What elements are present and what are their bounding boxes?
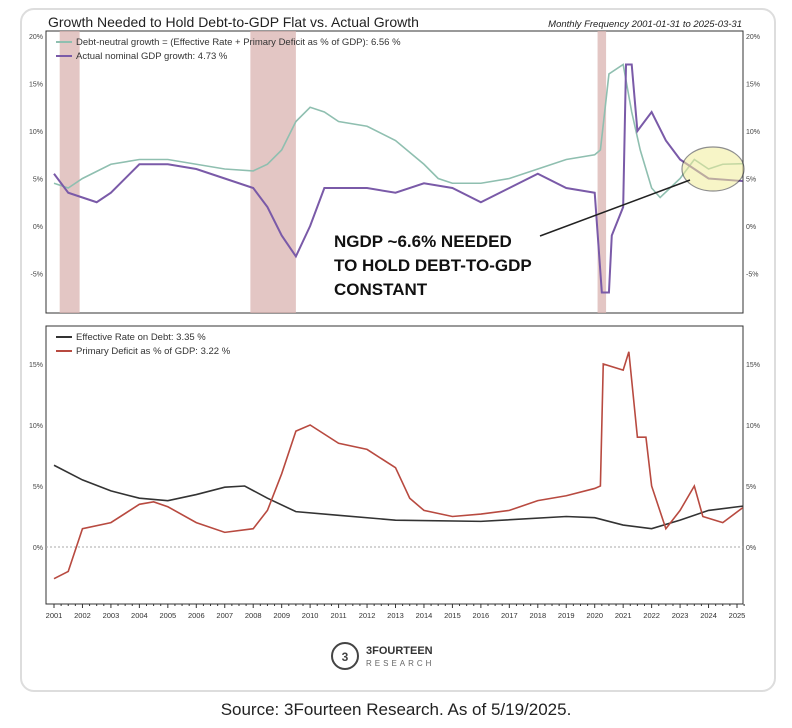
recession-band xyxy=(250,31,296,313)
x-tick-label: 2002 xyxy=(74,611,91,620)
annotation-text: TO HOLD DEBT-TO-GDP xyxy=(334,256,532,275)
source-caption: Source: 3Fourteen Research. As of 5/19/2… xyxy=(220,700,572,719)
x-tick-label: 2019 xyxy=(558,611,575,620)
y-tick-label-right: 10% xyxy=(746,129,760,136)
x-tick-label: 2008 xyxy=(245,611,262,620)
y-tick-label-left: 20% xyxy=(29,34,43,41)
logo-sub: RESEARCH xyxy=(366,659,434,668)
x-tick-label: 2014 xyxy=(416,611,433,620)
panel-frame xyxy=(45,325,744,605)
legend-label: Primary Deficit as % of GDP: 3.22 % xyxy=(76,346,231,357)
x-tick-label: 2024 xyxy=(700,611,717,620)
y-tick-label-left: 15% xyxy=(29,362,43,369)
x-tick-label: 2009 xyxy=(273,611,290,620)
y-tick-label-right: 5% xyxy=(746,484,756,491)
y-tick-label-left: 10% xyxy=(29,423,43,430)
x-tick-label: 2006 xyxy=(188,611,205,620)
chart-subtitle: Monthly Frequency 2001-01-31 to 2025-03-… xyxy=(548,19,742,30)
y-tick-label-left: 10% xyxy=(29,129,43,136)
y-tick-label-right: 20% xyxy=(746,34,760,41)
x-tick-label: 2012 xyxy=(359,611,376,620)
y-tick-label-left: 0% xyxy=(33,545,43,552)
annotation-text: NGDP ~6.6% NEEDED xyxy=(334,232,512,251)
series-line-1 xyxy=(53,464,743,530)
series-line-2 xyxy=(53,351,744,580)
series-line-2 xyxy=(53,63,743,294)
chart-card xyxy=(20,8,776,692)
x-tick-label: 2020 xyxy=(586,611,603,620)
x-tick-label: 2017 xyxy=(501,611,518,620)
x-tick-label: 2013 xyxy=(387,611,404,620)
annotation-arrow xyxy=(539,179,691,237)
x-tick-label: 2021 xyxy=(615,611,632,620)
x-tick-label: 2007 xyxy=(216,611,233,620)
y-tick-label-right: 15% xyxy=(746,82,760,89)
logo-glyph: 3 xyxy=(342,650,349,664)
annotation-text: CONSTANT xyxy=(334,280,428,299)
x-tick-label: 2011 xyxy=(331,611,347,620)
x-tick-label: 2022 xyxy=(643,611,660,620)
x-tick-label: 2018 xyxy=(529,611,546,620)
legend-label: Effective Rate on Debt: 3.35 % xyxy=(76,332,206,343)
chart-title: Growth Needed to Hold Debt-to-GDP Flat v… xyxy=(48,14,419,30)
x-tick-label: 2025 xyxy=(729,611,746,620)
x-tick-label: 2003 xyxy=(103,611,120,620)
x-tick-label: 2015 xyxy=(444,611,461,620)
series-line-1 xyxy=(53,63,743,199)
y-tick-label-right: -5% xyxy=(746,272,758,279)
y-tick-label-left: 0% xyxy=(33,224,43,231)
y-tick-label-right: 5% xyxy=(746,177,756,184)
y-tick-label-right: 15% xyxy=(746,362,760,369)
x-tick-label: 2010 xyxy=(302,611,319,620)
legend-label: Actual nominal GDP growth: 4.73 % xyxy=(76,51,228,62)
y-tick-label-left: 15% xyxy=(29,82,43,89)
highlight-circle xyxy=(681,146,745,192)
x-tick-label: 2005 xyxy=(159,611,176,620)
y-tick-label-right: 0% xyxy=(746,545,756,552)
recession-band xyxy=(59,31,80,313)
x-tick-label: 2016 xyxy=(473,611,490,620)
logo-name: 3FOURTEEN xyxy=(366,645,433,657)
recession-band xyxy=(597,31,607,313)
y-tick-label-left: 5% xyxy=(33,484,43,491)
x-tick-label: 2023 xyxy=(672,611,689,620)
logo-icon xyxy=(331,642,359,670)
legend-label: Debt-neutral growth = (Effective Rate + … xyxy=(76,37,401,48)
y-tick-label-right: 10% xyxy=(746,423,760,430)
x-tick-label: 2004 xyxy=(131,611,148,620)
y-tick-label-right: 0% xyxy=(746,224,756,231)
y-tick-label-left: 5% xyxy=(33,177,43,184)
x-tick-label: 2001 xyxy=(46,611,63,620)
y-tick-label-left: -5% xyxy=(31,272,43,279)
